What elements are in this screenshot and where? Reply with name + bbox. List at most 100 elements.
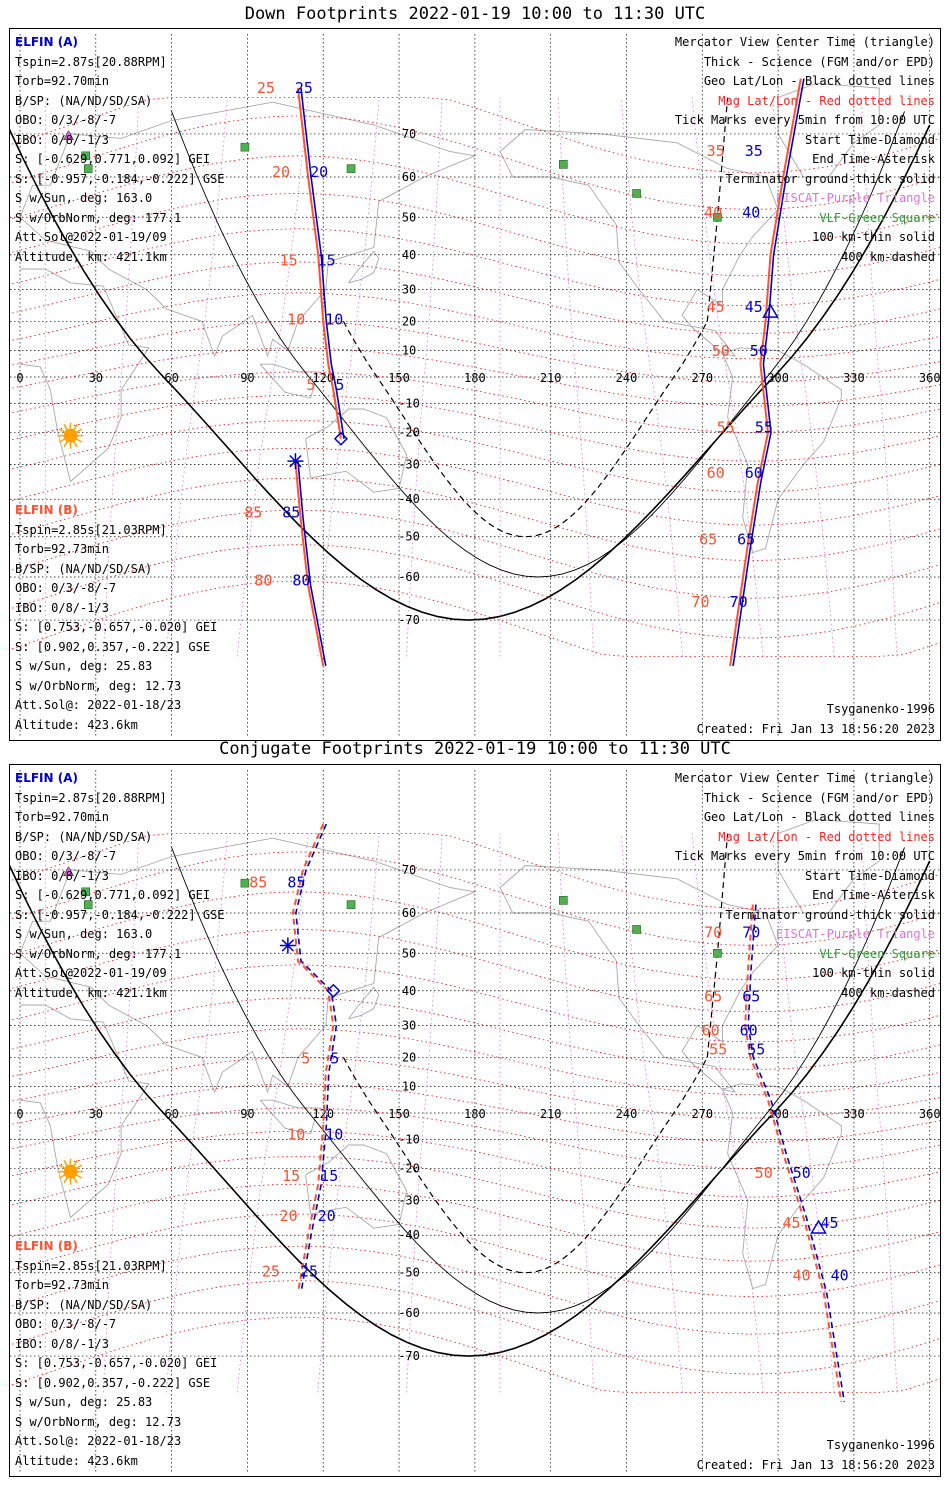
sat-b-line: B/SP: (NA/ND/SD/SA) <box>15 561 153 576</box>
sat-b-line: Altitude: 423.6km <box>15 1453 138 1468</box>
sun-icon <box>63 428 78 443</box>
end-asterisk <box>289 454 302 468</box>
sat-b-title: ELFIN (B) <box>15 503 78 517</box>
mag-parallel <box>10 292 940 360</box>
track-time-label-b: 85 <box>244 504 262 522</box>
track-time-label-b: 55 <box>709 1040 727 1058</box>
vlf-station-marker <box>83 900 93 909</box>
track-time-label-a: 50 <box>750 342 768 360</box>
coastline <box>348 986 380 1020</box>
vlf-station-marker <box>346 164 356 173</box>
lon-tick-label: 240 <box>616 1107 638 1121</box>
sat-b-line: B/SP: (NA/ND/SD/SA) <box>15 1297 153 1312</box>
mag-meridian <box>620 833 683 1393</box>
track-time-label-b: 25 <box>262 1263 280 1281</box>
mag-meridian <box>557 833 595 1393</box>
track-time-label-a: 15 <box>320 1167 338 1185</box>
lat-tick-label: 70 <box>402 863 416 877</box>
coastline <box>305 408 408 493</box>
mag-meridian <box>772 833 835 1393</box>
coastline <box>259 1099 319 1135</box>
map-layer: 0 30 60 90 120 150 180 210 240 270 300 330 360 70 60 50… <box>10 34 940 737</box>
sat-a-line: S: [-0.629,0.771,0.092] GEI <box>15 888 211 902</box>
mag-parallel <box>10 192 940 277</box>
sat-b-info: ELFIN (B) Tspin=2.85s[21.03RPM] Torb=92.… <box>15 1237 217 1471</box>
mag-meridian <box>165 833 228 1393</box>
terminator-ground <box>10 124 931 621</box>
legend-eiscat: EISCAT-Purple Triangle <box>776 927 935 941</box>
sun-ray <box>76 428 83 433</box>
terminator-400km <box>342 1057 708 1274</box>
eiscat-triangle <box>63 130 74 140</box>
mag-meridian <box>691 97 764 657</box>
vlf-station-marker <box>346 900 356 909</box>
track-time-label-a: 25 <box>295 79 313 97</box>
mag-meridian <box>406 97 443 657</box>
track-time-label-b: 50 <box>755 1164 773 1182</box>
lon-tick-label: 90 <box>240 1107 254 1121</box>
lon-tick-label: 0 <box>16 1107 23 1121</box>
legend-vlf: VLF-Green Square <box>819 946 935 961</box>
sat-b-line: S: [0.753,-0.657,-0.020] GEI <box>15 620 218 634</box>
sat-b-line: Tspin=2.85s[21.03RPM] <box>15 522 167 537</box>
mag-parallel <box>10 115 940 210</box>
sun-ray <box>63 1159 68 1166</box>
track-time-label-a: 70 <box>730 593 748 611</box>
coastline <box>259 363 319 399</box>
sat-a-line: Torb=92.70min <box>15 810 109 824</box>
lat-tick-label: -40 <box>398 492 420 506</box>
mag-parallel <box>10 1280 940 1375</box>
mag-parallel <box>10 371 940 434</box>
legend-start-time: Start Time-Diamond <box>804 868 935 883</box>
sat-a-line: S: [-0.957,-0.184,-0.222] GSE <box>15 171 225 186</box>
coastline <box>777 82 880 178</box>
sat-b-line: Att.Sol@: 2022-01-18/23 <box>15 698 182 712</box>
map-canvas-down: 0 30 60 90 120 150 180 210 240 270 300 330 360 70 60 50… <box>10 34 940 737</box>
track-time-label-a: 50 <box>793 1164 811 1182</box>
track-time-label-b: 5 <box>301 1050 310 1068</box>
mag-parallel <box>10 1056 940 1119</box>
track-time-label-b: 55 <box>717 419 735 437</box>
sun-ray <box>73 1177 78 1184</box>
track-time-label-a: 85 <box>282 504 300 522</box>
lon-tick-label: 60 <box>164 371 178 385</box>
sun-ray <box>58 428 65 433</box>
lon-tick-label: 360 <box>919 1107 941 1121</box>
track-time-label-a: 25 <box>300 1263 318 1281</box>
lat-tick-label: -30 <box>398 1194 420 1208</box>
lat-tick-label: 30 <box>402 283 416 297</box>
track-time-label-b: 40 <box>704 203 722 221</box>
lat-tick-label: -40 <box>398 1228 420 1242</box>
sat-a-line: S w/Sun, deg: 163.0 <box>15 191 153 205</box>
model-name: Tsyganenko-1996 <box>826 1438 935 1452</box>
track-time-label-b: 80 <box>254 571 272 589</box>
sat-a-line: Altitude, km: 421.1km <box>15 249 167 264</box>
track-time-label-a: 60 <box>740 1021 758 1039</box>
sat-a-line: IBO: 0/8/-1/3 <box>15 132 109 147</box>
coastline <box>499 129 779 357</box>
sun-ray <box>76 1174 83 1179</box>
lon-tick-label: 210 <box>540 1107 562 1121</box>
panel-title-conjugate: Conjugate Footprints 2022-01-19 10:00 to… <box>219 739 731 759</box>
lat-tick-label: -30 <box>398 458 420 472</box>
mag-meridian <box>691 833 764 1393</box>
track-time-label-a: 80 <box>292 571 310 589</box>
track-time-label-b: 70 <box>691 593 709 611</box>
lon-tick-label: 180 <box>464 1107 486 1121</box>
lon-tick-label: 240 <box>616 371 638 385</box>
vlf-station-marker <box>240 142 250 152</box>
lat-tick-label: 60 <box>402 906 416 920</box>
sun-ray <box>58 438 65 443</box>
footprint-track <box>294 461 325 667</box>
track-time-label-a: 70 <box>742 924 760 942</box>
sat-b-line: S: [0.902,0.357,-0.222] GSE <box>15 1375 211 1390</box>
lat-tick-label: -60 <box>398 570 420 584</box>
legend-tick-marks: Tick Marks every 5min from 10:00 UTC <box>674 113 935 127</box>
track-time-label-b: 20 <box>272 163 290 181</box>
eiscat-triangle <box>63 866 74 876</box>
sat-a-line: OBO: 0/3/-8/-7 <box>15 849 117 863</box>
sun-ray <box>63 1177 68 1184</box>
lon-tick-label: 90 <box>240 371 254 385</box>
sun-ray <box>76 1164 83 1169</box>
track-time-label-b: 60 <box>707 464 725 482</box>
